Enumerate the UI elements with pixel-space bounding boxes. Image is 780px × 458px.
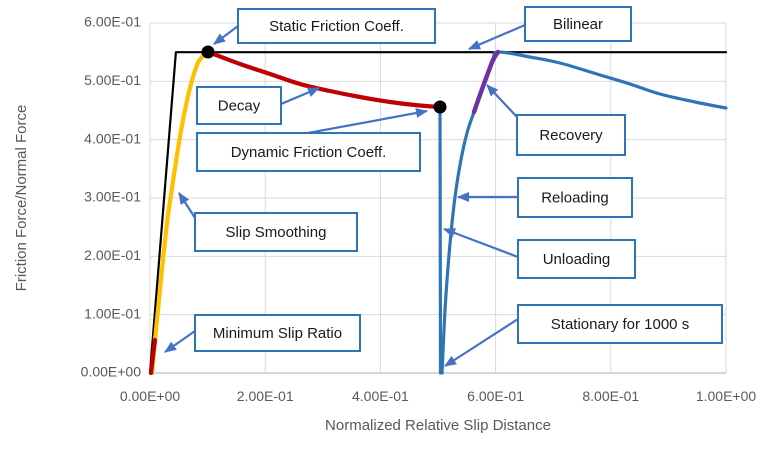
series-trace-unload xyxy=(438,105,443,375)
callout-recovery-box xyxy=(516,114,626,156)
callout-slip-smoothing-box xyxy=(194,212,358,252)
callout-reloading-label: Reloading xyxy=(541,189,609,206)
y-tick-label: 2.00E-01 xyxy=(84,247,141,263)
callout-bilinear-arrow xyxy=(468,23,526,51)
y-tick-label: 3.00E-01 xyxy=(84,189,141,205)
y-tick-label: 4.00E-01 xyxy=(84,130,141,146)
callout-minimum-slip-ratio-arrow xyxy=(164,330,196,353)
callout-stationary-1000s-box xyxy=(517,304,723,344)
callout-stationary-1000s-arrow xyxy=(444,318,519,367)
y-axis-title: Friction Force/Normal Force xyxy=(13,105,30,292)
marker-dynamic-point xyxy=(433,100,447,114)
series-overlay-min-slip xyxy=(148,337,158,376)
callout-bilinear-box xyxy=(524,6,632,42)
x-axis-title: Normalized Relative Slip Distance xyxy=(325,417,551,434)
x-tick-label: 6.00E-01 xyxy=(467,388,524,404)
x-tick-label: 0.00E+00 xyxy=(120,388,181,404)
callout-static-friction-coeff-arrow xyxy=(213,25,239,45)
callout-stationary-1000s-label: Stationary for 1000 s xyxy=(551,316,689,333)
callout-decay-box xyxy=(196,86,282,125)
callout-dynamic-friction-coeff-label: Dynamic Friction Coeff. xyxy=(231,144,387,161)
callout-unloading-arrow xyxy=(443,227,519,259)
callout-minimum-slip-ratio-label: Minimum Slip Ratio xyxy=(213,325,342,342)
callout-recovery-arrow xyxy=(486,84,518,118)
callout-dynamic-friction-coeff-box xyxy=(196,132,421,172)
callout-unloading-label: Unloading xyxy=(543,251,611,268)
callout-minimum-slip-ratio-box xyxy=(194,314,361,352)
callout-reloading-box xyxy=(517,177,633,218)
x-tick-label: 4.00E-01 xyxy=(352,388,409,404)
series-overlay-recovery xyxy=(471,49,501,115)
x-tick-label: 2.00E-01 xyxy=(237,388,294,404)
callout-decay-arrow xyxy=(280,86,320,106)
x-tick-label: 8.00E-01 xyxy=(582,388,639,404)
y-tick-label: 6.00E-01 xyxy=(84,14,141,30)
y-tick-label: 5.00E-01 xyxy=(84,72,141,88)
series-overlay-slip-smoothing xyxy=(149,49,211,376)
callout-recovery-label: Recovery xyxy=(539,127,603,144)
callout-slip-smoothing-label: Slip Smoothing xyxy=(226,224,327,241)
callout-static-friction-coeff-box xyxy=(237,8,436,44)
callout-bilinear-label: Bilinear xyxy=(553,16,603,33)
callout-static-friction-coeff-label: Static Friction Coeff. xyxy=(269,18,404,35)
y-tick-label: 0.00E+00 xyxy=(81,364,142,380)
y-tick-label: 1.00E-01 xyxy=(84,305,141,321)
callout-decay-label: Decay xyxy=(218,97,261,114)
callout-dynamic-friction-coeff-arrow xyxy=(307,108,428,135)
marker-static-point xyxy=(201,45,215,59)
callout-unloading-box xyxy=(517,239,636,279)
x-tick-label: 1.00E+00 xyxy=(696,388,757,404)
series-overlay-decay xyxy=(205,49,443,110)
series-bilinear xyxy=(148,51,728,375)
